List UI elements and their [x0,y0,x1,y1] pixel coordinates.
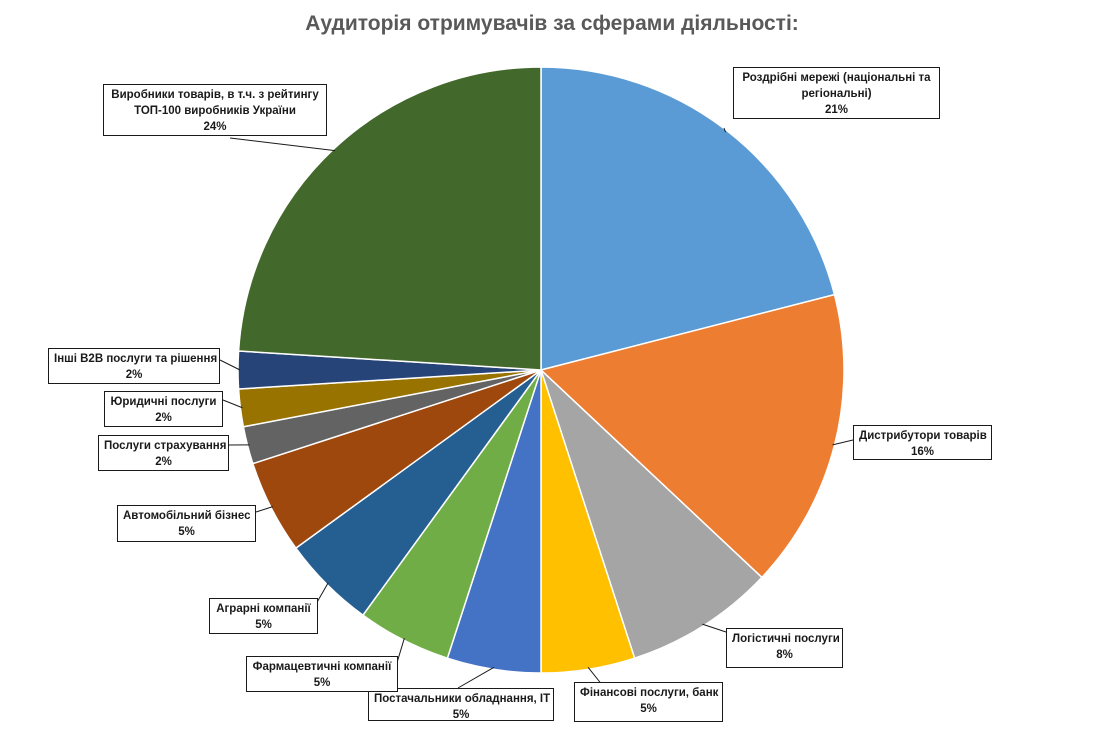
data-label-name: Виробники товарів, в т.ч. з рейтингу [111,89,319,101]
leader-line [832,439,854,446]
data-label-name: Логістичні послуги [732,633,840,645]
data-label-name: Фармацевтичні компанії [252,661,392,673]
data-label-value: 2% [125,369,143,381]
leader-line [255,506,273,513]
data-label-value: 5% [178,526,195,538]
data-label-name: ТОП-100 виробників України [134,105,296,117]
data-label: Фінансові послуги, банк 5% [574,682,723,722]
data-label: Юридичні послуги 2% [104,391,223,427]
leader-line [315,582,329,605]
data-label-name: Фінансові послуги, банк [580,687,719,699]
data-label-name: Послуги страхування [104,440,227,452]
data-label-name: Юридичні послуги [110,396,217,408]
pie-slice [237,66,542,371]
data-label-name: регіональні) [801,88,872,100]
data-label-name: Інші B2B послуги та рішення [54,353,218,365]
data-label-value: 2% [155,456,172,468]
data-label: Автомобільний бізнес 5% [117,505,256,542]
data-label-value: 21% [824,104,849,116]
data-label-name: Дистрибутори товарів [859,430,987,442]
leader-line [702,623,727,633]
data-label-value: 5% [313,677,331,689]
pie-slice [539,293,845,579]
data-label-name: Аграрні компанії [216,603,311,615]
data-label-value: 5% [255,619,272,631]
data-label: Інші B2B послуги та рішення 2% [48,348,220,384]
chart-title: Аудиторія отримувачів за сферами діяльно… [305,12,799,35]
data-label: Виробники товарів, в т.ч. з рейтингу ТОП-… [103,84,327,136]
leader-line [219,359,241,371]
pie-slice [540,66,836,371]
data-label: Послуги страхування 2% [98,435,229,471]
data-label: Логістичні послуги 8% [726,628,843,668]
data-label-name: Постачальники обладнання, ІТ [374,693,551,705]
data-label-value: 8% [776,649,793,661]
data-label: Аграрні компанії 5% [209,598,318,634]
data-label-name: Автомобільний бізнес [123,510,251,522]
data-label-value: 5% [452,709,470,721]
data-label: Фармацевтичні компанії 5% [246,656,398,692]
data-label: Роздрібні мережі (національні та регіонал… [733,67,940,119]
data-label-value: 16% [910,446,935,458]
leader-line [457,666,495,689]
data-label-value: 24% [203,121,227,133]
data-label: Дистрибутори товарів 16% [853,425,992,460]
leader-line [229,137,336,152]
data-label-value: 2% [155,412,172,424]
pie-slice [540,369,763,660]
data-label-value: 5% [640,703,657,715]
leader-line [222,399,243,409]
leader-line [723,127,726,133]
data-label-name: Роздрібні мережі (національні та [742,72,931,84]
data-label: Постачальники обладнання, ІТ 5% [368,688,554,721]
